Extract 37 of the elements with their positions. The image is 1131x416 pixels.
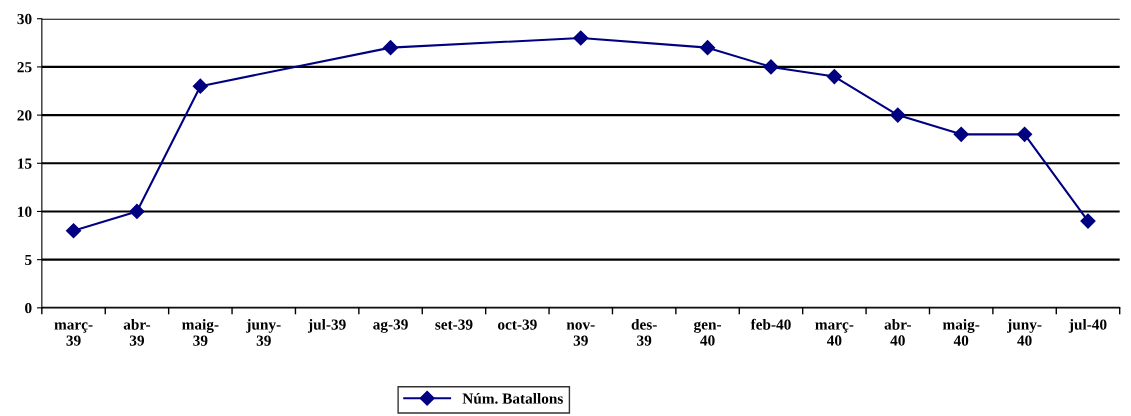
point xyxy=(1080,213,1096,229)
x-tick-label: feb-40 xyxy=(750,318,791,330)
x-tick-label: març- 39 xyxy=(54,322,93,346)
y-tick-label: 15 xyxy=(18,158,32,169)
point xyxy=(890,107,906,123)
x-tick-label: maig- 40 xyxy=(942,318,980,346)
x-tick-label: juny- 39 xyxy=(246,318,281,346)
point xyxy=(763,59,779,75)
point xyxy=(65,223,82,239)
y-tick-label: 5 xyxy=(25,254,32,266)
x-tick-label: abr- 39 xyxy=(123,318,151,346)
y-tick-label: 20 xyxy=(17,110,32,121)
x-tick-label: ag-39 xyxy=(373,319,408,333)
point xyxy=(826,68,842,85)
x-tick-label: març- 40 xyxy=(815,322,854,346)
x-tick-label: jul-40 xyxy=(1068,318,1107,333)
point xyxy=(192,78,208,94)
x-tick-label: juny- 40 xyxy=(1007,318,1042,346)
y-tick-label: 25 xyxy=(17,62,32,73)
x-tick-label: des- 39 xyxy=(631,318,657,346)
x-tick-label: set-39 xyxy=(435,319,473,330)
y-tick-label: 0 xyxy=(25,302,32,314)
x-tick-label: nov- 39 xyxy=(566,322,595,346)
x-tick-label: oct-39 xyxy=(498,319,537,330)
x-tick-label: gen- 40 xyxy=(693,321,722,346)
point xyxy=(129,203,145,220)
point xyxy=(700,40,716,56)
point xyxy=(953,126,969,142)
x-tick-label: abr- 40 xyxy=(884,318,911,346)
y-tick-label: 10 xyxy=(18,206,32,217)
x-tick-label: maig- 39 xyxy=(182,318,219,346)
point xyxy=(573,30,589,46)
y-tick-label: 30 xyxy=(17,13,32,25)
point xyxy=(1017,126,1033,142)
point xyxy=(382,40,399,56)
x-tick-label: jul-39 xyxy=(307,318,346,333)
legend-label: Núm. Batallons xyxy=(462,392,563,404)
